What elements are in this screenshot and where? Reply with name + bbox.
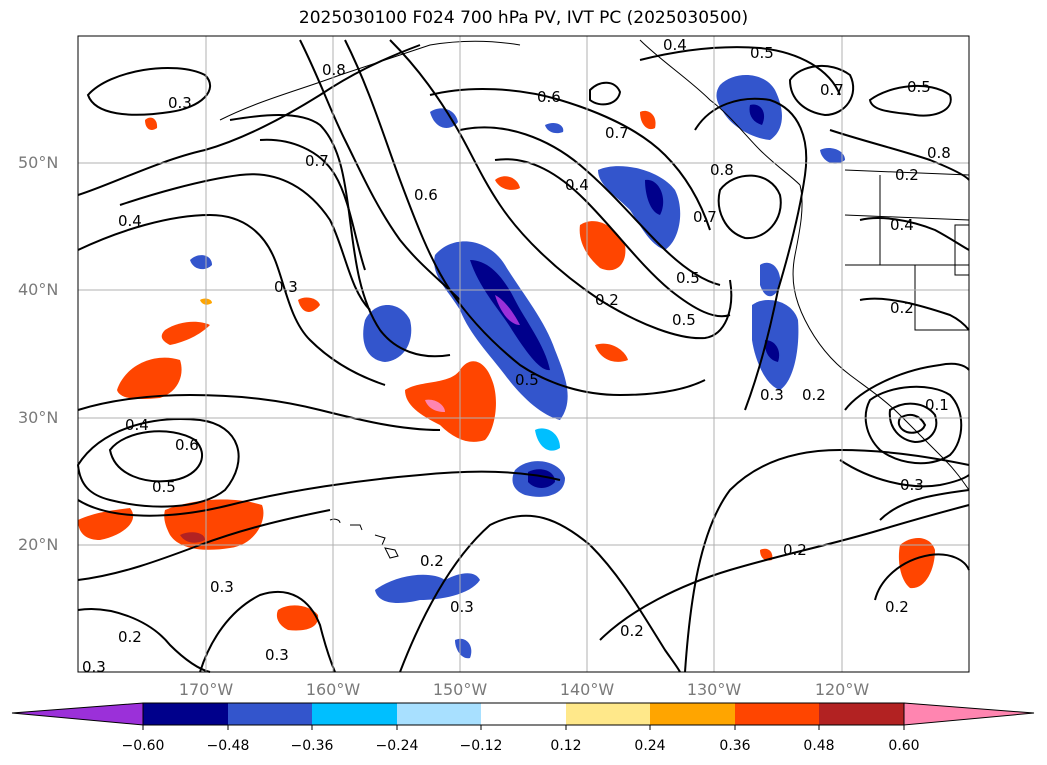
colorbar-segment: [735, 703, 819, 725]
lon-label: 120°W: [814, 680, 870, 699]
map-frame: [77, 35, 970, 673]
colorbar-extend-low: [11, 702, 144, 726]
lat-label: 40°N: [18, 280, 59, 299]
colorbar-segment: [481, 703, 566, 725]
contour-label: 0.1: [925, 396, 949, 414]
contour-label: 0.4: [565, 176, 589, 194]
contour-label: 0.8: [710, 161, 734, 179]
shaded-regions: [78, 74, 935, 659]
contour-label: 0.2: [895, 166, 919, 184]
contour-label: 0.8: [927, 144, 951, 162]
colorbar-segment: [397, 703, 481, 725]
colorbar-segment: [228, 703, 312, 725]
contour-label: 0.5: [907, 78, 931, 96]
contour-label: 0.3: [168, 94, 192, 112]
colorbar-frame: [142, 702, 905, 726]
contour-label: 0.4: [890, 216, 914, 234]
lon-label: 130°W: [686, 680, 742, 699]
contour-label: 0.6: [414, 186, 438, 204]
lat-label: 20°N: [18, 535, 59, 554]
colorbar-segment: [566, 703, 650, 725]
contour-label: 0.3: [900, 476, 924, 494]
contour-label: 0.2: [118, 628, 142, 646]
colorbar-segment: [143, 703, 228, 725]
lon-label: 150°W: [432, 680, 488, 699]
lat-label: 50°N: [18, 153, 59, 172]
contour-label: 0.2: [890, 299, 914, 317]
contour-label: 0.7: [605, 124, 629, 142]
colorbar-segment: [312, 703, 397, 725]
colorbar-tick-label: 0.24: [634, 738, 666, 754]
colorbar-tick-label: 0.60: [888, 738, 920, 754]
contour-label: 0.7: [693, 208, 717, 226]
colorbar-tick-label: 0.48: [803, 738, 835, 754]
contour-label: 0.5: [152, 478, 176, 496]
contour-label: 0.3: [265, 646, 289, 664]
pv-contours: [76, 39, 970, 673]
contour-label: 0.5: [676, 269, 700, 287]
lat-label: 30°N: [18, 408, 59, 427]
contour-label: 0.2: [420, 552, 444, 570]
colorbar-segment: [650, 703, 735, 725]
contour-label: 0.2: [885, 598, 909, 616]
contour-label: 0.7: [305, 152, 329, 170]
contour-label: 0.3: [760, 386, 784, 404]
colorbar-tick-label: −0.24: [375, 738, 419, 754]
contour-label: 0.2: [595, 291, 619, 309]
contour-labels: 0.3 0.8 0.4 0.5 0.6 0.7 0.4 0.3 0.7 0.6 …: [82, 36, 951, 676]
contour-label: 0.6: [537, 88, 561, 106]
contour-label: 0.3: [210, 578, 234, 596]
contour-label: 0.8: [322, 61, 346, 79]
colorbar-segment: [819, 703, 904, 725]
contour-label: 0.2: [620, 622, 644, 640]
lon-label: 160°W: [305, 680, 361, 699]
contour-label: 0.4: [663, 36, 687, 54]
coastlines: [219, 39, 970, 559]
colorbar-tick-label: −0.36: [290, 738, 334, 754]
contour-label: 0.3: [274, 278, 298, 296]
colorbar-tick-label: 0.12: [550, 738, 582, 754]
contour-label: 0.6: [175, 436, 199, 454]
colorbar-tick-label: 0.36: [719, 738, 751, 754]
contour-label: 0.4: [118, 212, 142, 230]
colorbar-tick-label: −0.12: [459, 738, 503, 754]
contour-label: 0.2: [783, 541, 807, 559]
gridlines: [78, 36, 969, 672]
lon-label: 140°W: [559, 680, 615, 699]
contour-label: 0.3: [450, 598, 474, 616]
colorbar: [11, 702, 1035, 730]
contour-label: 0.7: [820, 81, 844, 99]
contour-label: 0.5: [672, 311, 696, 329]
contour-label: 0.2: [802, 386, 826, 404]
contour-label: 0.4: [125, 416, 149, 434]
lon-label: 170°W: [178, 680, 234, 699]
colorbar-tick-label: −0.48: [206, 738, 250, 754]
colorbar-tick-label: −0.60: [121, 738, 165, 754]
colorbar-extend-high: [903, 702, 1035, 726]
contour-label: 0.5: [515, 371, 539, 389]
contour-label: 0.5: [750, 44, 774, 62]
map-title: 2025030100 F024 700 hPa PV, IVT PC (2025…: [298, 8, 749, 28]
contour-label: 0.3: [82, 658, 106, 676]
